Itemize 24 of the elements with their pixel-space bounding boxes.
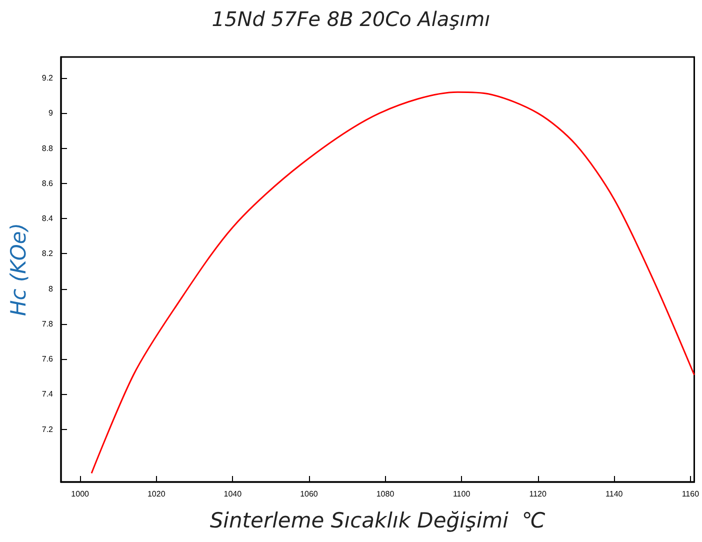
x-tick-label: 1060 (300, 490, 318, 498)
x-tick-label: 1120 (529, 490, 547, 498)
y-tick-label: 9 (48, 108, 54, 118)
y-tick-label: 7.8 (42, 319, 54, 328)
y-tick-label: 8 (48, 284, 54, 294)
chart-title: 15Nd 57Fe 8B 20Co Alaşımı (212, 7, 490, 31)
y-tick-label: 8.4 (42, 214, 54, 224)
x-tick-label: 1000 (71, 490, 90, 498)
x-tick-label: 1020 (147, 490, 166, 498)
y-axis-title: Hc (KOe) (6, 222, 30, 316)
y-tick-label: 9.2 (42, 74, 54, 83)
y-tick-label: 7.6 (42, 354, 54, 364)
y-tick-label: 8.6 (42, 178, 54, 188)
y-tick-label: 8.2 (42, 249, 54, 258)
x-tick-label: 1040 (224, 490, 242, 498)
x-tick-label: 1080 (376, 490, 395, 498)
x-tick-label: 1140 (606, 490, 624, 498)
x-tick-label: 1160 (682, 490, 700, 498)
y-tick-label: 7.2 (42, 424, 54, 434)
x-axis-title: Sinterleme Sıcaklık Değişimi ℃ (210, 508, 546, 532)
y-tick-label: 7.4 (42, 390, 54, 399)
y-tick-label: 8.8 (42, 144, 54, 153)
line-series (90, 91, 695, 474)
x-tick-label: 1100 (452, 490, 471, 498)
